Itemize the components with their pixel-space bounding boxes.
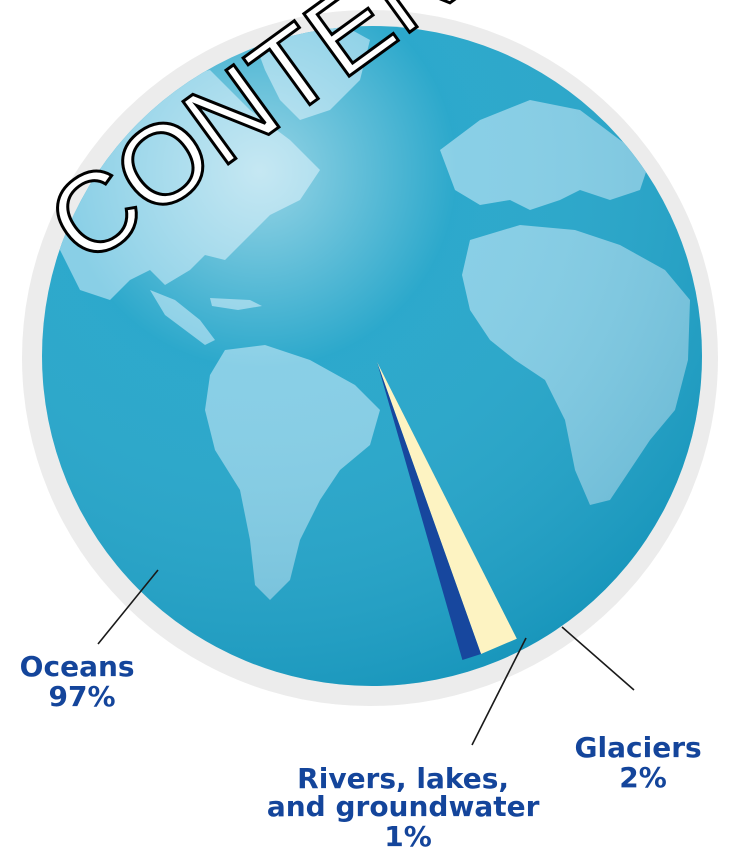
oceans-leader-line bbox=[97, 569, 159, 645]
glaciers-label: Glaciers 2% bbox=[575, 731, 712, 794]
leader-lines bbox=[97, 569, 635, 746]
rivers-leader-line bbox=[471, 637, 527, 746]
globe bbox=[22, 10, 718, 706]
pie-slice-rivers-lakes bbox=[377, 362, 481, 660]
rivers-label: Rivers, lakes, and groundwater 1% bbox=[267, 762, 549, 853]
pie-slices bbox=[377, 362, 517, 660]
pie-slice-glaciers bbox=[377, 362, 517, 654]
globe-shading bbox=[42, 26, 702, 686]
oceans-label: Oceans 97% bbox=[20, 650, 145, 713]
glaciers-leader-line bbox=[561, 626, 635, 691]
